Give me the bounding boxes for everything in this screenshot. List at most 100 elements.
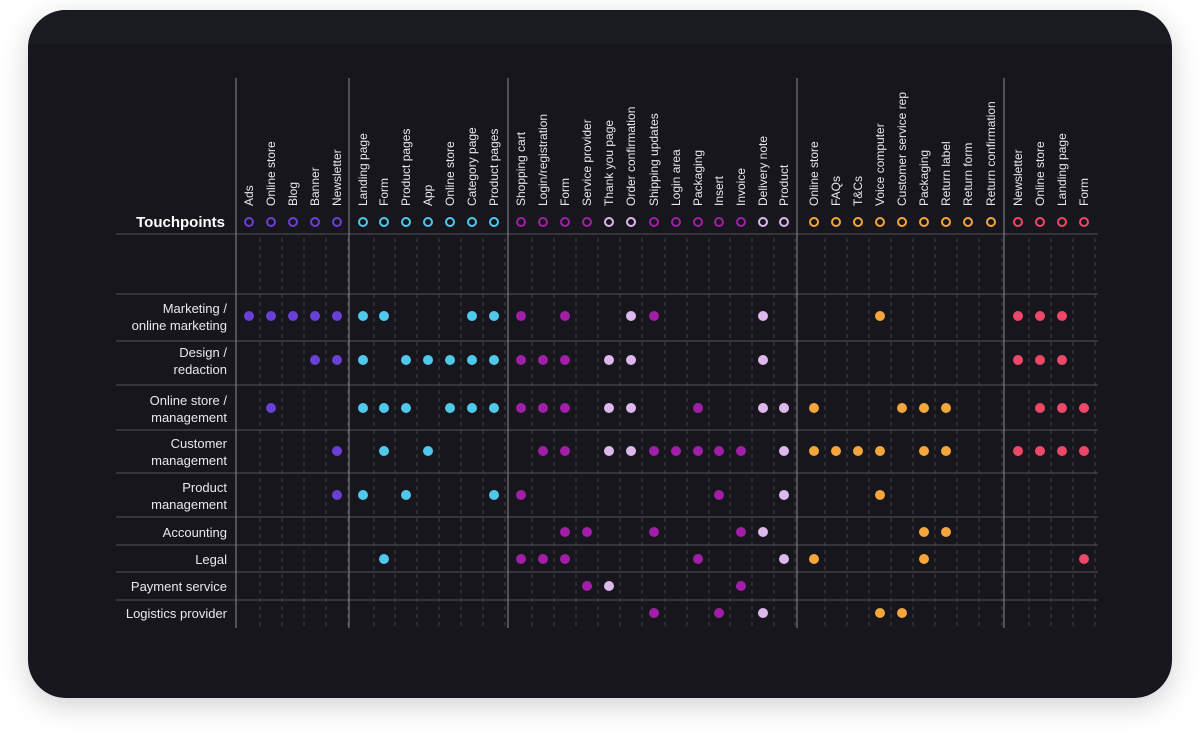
matrix-dot bbox=[626, 446, 636, 456]
touchpoint-label: Return confirmation bbox=[984, 101, 998, 206]
touchpoint-ring bbox=[875, 217, 885, 227]
matrix-dot bbox=[736, 527, 746, 537]
touchpoint-ring bbox=[809, 217, 819, 227]
matrix-dot bbox=[423, 446, 433, 456]
touchpoint-ring bbox=[1079, 217, 1089, 227]
touchpoint-label: Blog bbox=[286, 182, 300, 206]
matrix-dot bbox=[489, 490, 499, 500]
matrix-dot bbox=[693, 554, 703, 564]
touchpoint-ring bbox=[604, 217, 614, 227]
matrix-dot bbox=[516, 311, 526, 321]
matrix-dot bbox=[626, 355, 636, 365]
touchpoint-label: Insert bbox=[712, 175, 726, 206]
row-label-line: management bbox=[151, 497, 227, 512]
row-label-line: Marketing / bbox=[163, 301, 228, 316]
touchpoint-label: Login/registration bbox=[536, 114, 550, 206]
touchpoint-ring bbox=[423, 217, 433, 227]
matrix-dot bbox=[1057, 311, 1067, 321]
matrix-dot bbox=[626, 403, 636, 413]
matrix-dot bbox=[758, 608, 768, 618]
touchpoint-label: App bbox=[421, 184, 435, 206]
matrix-dot bbox=[671, 446, 681, 456]
matrix-dot bbox=[401, 490, 411, 500]
matrix-dot bbox=[897, 403, 907, 413]
row-label: Payment service bbox=[131, 579, 227, 594]
matrix-dot bbox=[538, 554, 548, 564]
matrix-dot bbox=[266, 311, 276, 321]
touchpoint-label: Product pages bbox=[399, 129, 413, 206]
touchpoint-ring bbox=[897, 217, 907, 227]
touchpoint-label: Shipping updates bbox=[647, 113, 661, 206]
matrix-dot bbox=[288, 311, 298, 321]
matrix-dot bbox=[758, 355, 768, 365]
touchpoint-label: Order confirmation bbox=[624, 107, 638, 206]
row-label: Legal bbox=[195, 552, 227, 567]
matrix-dot bbox=[875, 446, 885, 456]
row-label: Product management bbox=[151, 480, 227, 512]
matrix-dot bbox=[489, 403, 499, 413]
matrix-dot bbox=[941, 403, 951, 413]
matrix-dot bbox=[1079, 403, 1089, 413]
touchpoint-ring bbox=[467, 217, 477, 227]
touchpoint-ring bbox=[1035, 217, 1045, 227]
touchpoint-label: Shopping cart bbox=[514, 131, 528, 206]
touchpoint-label: Product bbox=[777, 164, 791, 206]
matrix-dot bbox=[516, 403, 526, 413]
touchpoint-ring bbox=[1013, 217, 1023, 227]
matrix-dot bbox=[758, 527, 768, 537]
touchpoint-label: T&Cs bbox=[851, 176, 865, 206]
matrix-dot bbox=[1057, 355, 1067, 365]
matrix-dot bbox=[379, 446, 389, 456]
touchpoint-ring bbox=[310, 217, 320, 227]
matrix-dot bbox=[919, 446, 929, 456]
touchpoint-ring bbox=[1057, 217, 1067, 227]
matrix-dot bbox=[831, 446, 841, 456]
touchpoint-ring bbox=[516, 217, 526, 227]
matrix-dot bbox=[758, 403, 768, 413]
touchpoint-ring bbox=[489, 217, 499, 227]
touchpoint-label: Thank you page bbox=[602, 120, 616, 206]
matrix-dot bbox=[604, 403, 614, 413]
matrix-dot bbox=[1079, 554, 1089, 564]
touchpoint-label: Voice computer bbox=[873, 123, 887, 206]
matrix-dot bbox=[714, 446, 724, 456]
touchpoint-ring bbox=[779, 217, 789, 227]
matrix-dot bbox=[649, 527, 659, 537]
touchpoint-ring bbox=[986, 217, 996, 227]
matrix-dot bbox=[875, 311, 885, 321]
matrix-dot bbox=[649, 311, 659, 321]
touchpoint-label: FAQs bbox=[829, 176, 843, 206]
matrix-dot bbox=[516, 490, 526, 500]
touchpoint-label: Online store bbox=[807, 141, 821, 206]
matrix-dot bbox=[736, 446, 746, 456]
row-label: Logistics provider bbox=[126, 606, 228, 621]
matrix-dot bbox=[1035, 403, 1045, 413]
matrix-dot bbox=[875, 608, 885, 618]
matrix-dot bbox=[1013, 311, 1023, 321]
touchpoint-ring bbox=[853, 217, 863, 227]
touchpoint-label: Newsletter bbox=[1011, 149, 1025, 206]
touchpoint-label: Product pages bbox=[487, 129, 501, 206]
matrix-dot bbox=[809, 554, 819, 564]
touchpoint-ring bbox=[671, 217, 681, 227]
row-label: Marketing / online marketing bbox=[132, 301, 228, 333]
touchpoint-label: Form bbox=[1077, 178, 1091, 206]
matrix-dot bbox=[560, 403, 570, 413]
matrix-dot bbox=[266, 403, 276, 413]
touchpoint-label: Ads bbox=[242, 185, 256, 206]
matrix-dot bbox=[310, 311, 320, 321]
matrix-dot bbox=[358, 355, 368, 365]
touchpoint-ring bbox=[332, 217, 342, 227]
matrix-dot bbox=[758, 311, 768, 321]
matrix-dot bbox=[332, 355, 342, 365]
matrix-dot bbox=[693, 446, 703, 456]
matrix-dot bbox=[538, 446, 548, 456]
matrix-dot bbox=[853, 446, 863, 456]
row-label: Accounting bbox=[163, 525, 227, 540]
touchpoint-ring bbox=[919, 217, 929, 227]
matrix-dot bbox=[379, 311, 389, 321]
row-label-line: management bbox=[151, 410, 227, 425]
touchpoint-ring bbox=[941, 217, 951, 227]
touchpoint-ring bbox=[560, 217, 570, 227]
touchpoint-ring bbox=[714, 217, 724, 227]
